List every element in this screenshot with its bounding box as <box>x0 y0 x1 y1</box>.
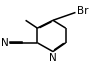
Text: N: N <box>49 53 57 63</box>
Text: Br: Br <box>77 6 89 16</box>
Text: N: N <box>1 38 9 48</box>
